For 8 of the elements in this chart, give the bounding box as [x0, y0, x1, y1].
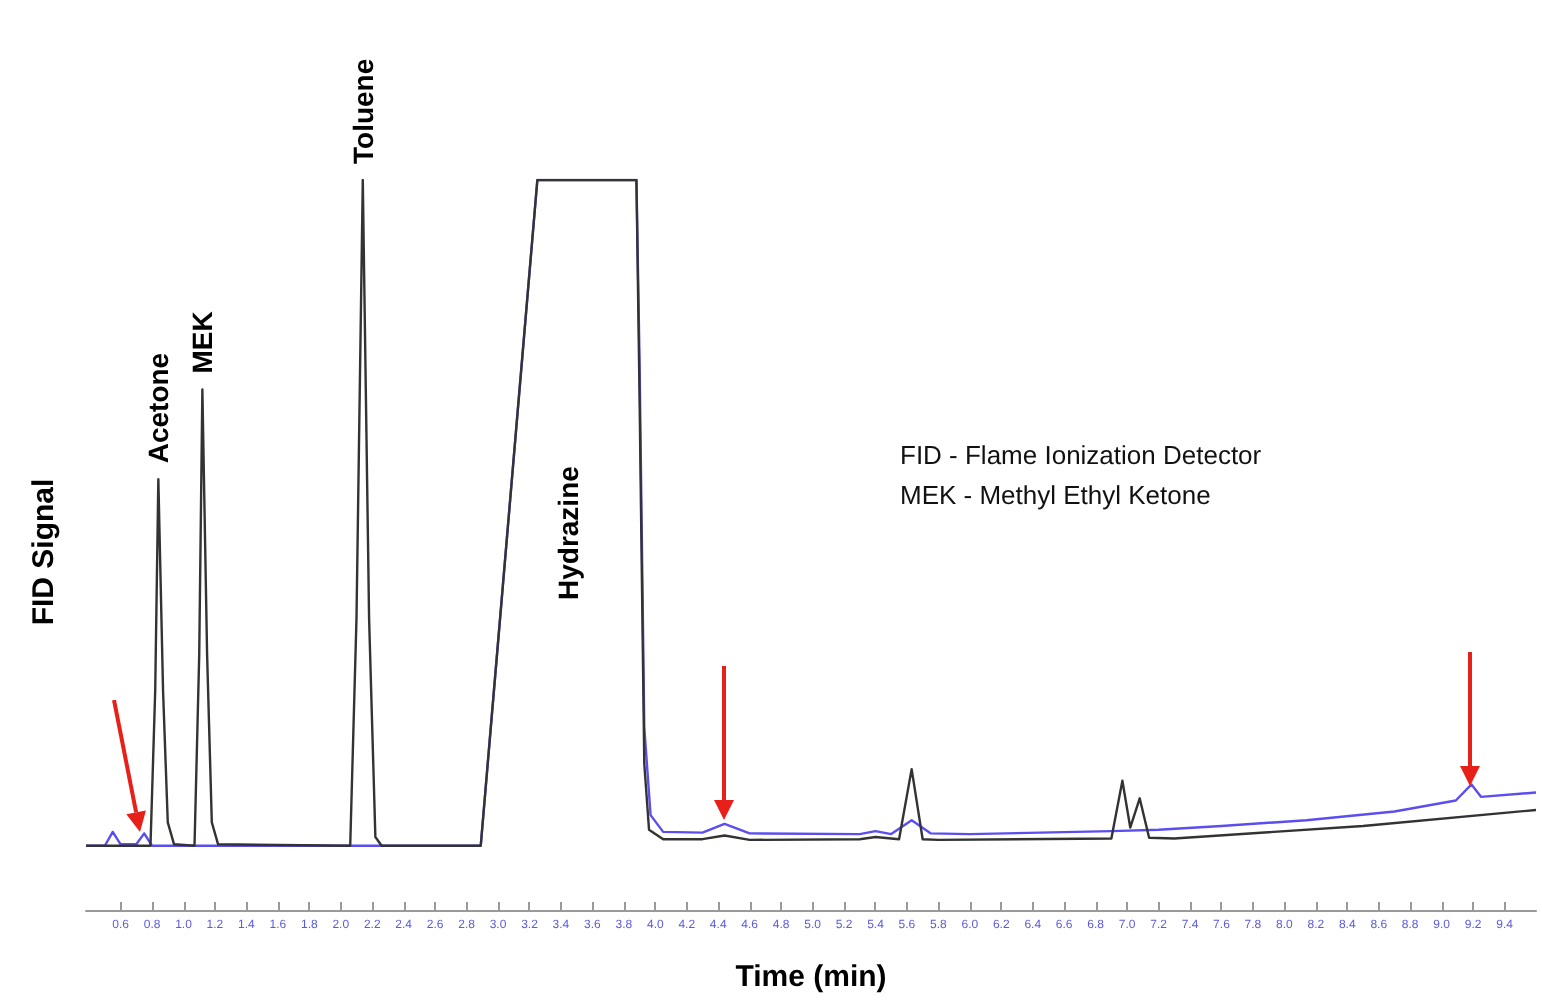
x-axis-title: Time (min)	[735, 960, 887, 994]
annotation: Hydrazine	[552, 465, 584, 600]
annotation: Acetone	[142, 352, 175, 464]
y-axis-title: FID Signal	[27, 478, 61, 626]
annotation: MEK	[186, 311, 219, 374]
annotation: Toluene	[346, 58, 379, 164]
annotation: MEK - Methyl Ethyl Ketone	[900, 480, 1211, 510]
annotation: FID - Flame Ionization Detector	[900, 440, 1263, 470]
